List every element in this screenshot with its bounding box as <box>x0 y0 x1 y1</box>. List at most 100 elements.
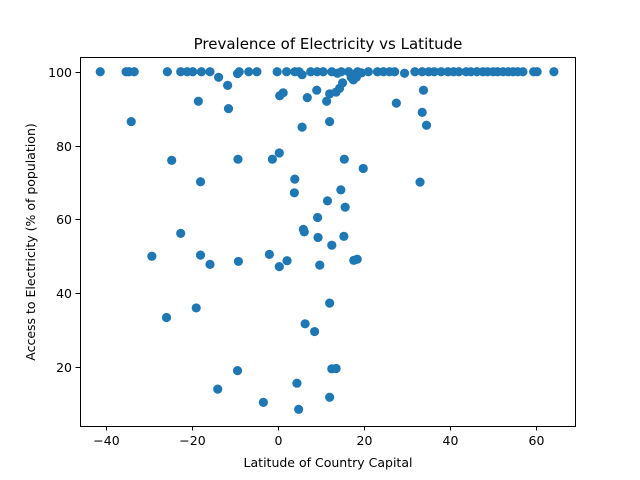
data-point <box>306 67 316 77</box>
data-point <box>289 188 299 198</box>
data-point <box>518 67 528 77</box>
data-point <box>233 154 243 164</box>
data-point <box>176 67 186 77</box>
data-point <box>233 256 243 267</box>
x-tick-label: 0 <box>275 433 283 448</box>
data-point <box>167 155 177 165</box>
data-point <box>193 96 203 106</box>
data-point <box>147 251 157 261</box>
data-point <box>95 67 105 77</box>
data-point <box>223 104 234 114</box>
data-point <box>205 259 215 269</box>
data-point <box>278 88 288 98</box>
data-point <box>339 154 349 164</box>
data-point <box>294 404 304 414</box>
data-point <box>205 67 215 77</box>
data-point <box>391 98 401 108</box>
data-point <box>336 185 346 195</box>
y-axis: 20 40 60 80 100 <box>48 65 80 375</box>
data-point <box>390 67 400 77</box>
data-point <box>195 177 206 187</box>
data-point <box>363 67 373 77</box>
data-point <box>244 67 254 77</box>
data-point <box>312 85 322 95</box>
data-point <box>290 174 300 184</box>
data-point <box>325 116 335 127</box>
data-point <box>126 116 136 127</box>
data-point <box>340 202 350 212</box>
x-tick-label: 40 <box>443 433 459 448</box>
x-tick-label: 20 <box>357 433 373 448</box>
x-tick-label: −40 <box>93 433 119 448</box>
data-point <box>417 107 427 117</box>
x-axis: −40 −20 0 20 40 60 <box>93 426 544 448</box>
data-point <box>223 80 233 91</box>
y-axis-label: Access to Electricity (% of population) <box>23 123 38 361</box>
data-point <box>313 212 323 223</box>
data-point <box>429 67 439 77</box>
data-point <box>325 392 335 402</box>
data-point <box>337 78 348 88</box>
data-point <box>436 67 446 77</box>
chart-title: Prevalence of Electricity vs Latitude <box>194 35 463 53</box>
data-point <box>191 303 201 313</box>
data-point <box>274 261 284 272</box>
data-point <box>358 163 368 174</box>
x-tick-label: −20 <box>179 433 205 448</box>
x-tick-label: 60 <box>529 433 545 448</box>
data-point <box>161 312 172 323</box>
data-point <box>309 326 320 337</box>
data-point <box>352 254 362 264</box>
plot-frame <box>80 57 576 427</box>
data-point <box>549 67 559 77</box>
data-point <box>299 227 309 237</box>
data-point <box>162 67 172 77</box>
data-point <box>417 67 427 77</box>
data-point <box>399 68 410 78</box>
data-point <box>292 378 302 388</box>
data-point <box>297 122 307 132</box>
data-point <box>188 67 198 77</box>
data-point <box>336 67 346 77</box>
data-point <box>234 67 244 77</box>
data-point <box>196 67 206 77</box>
data-point <box>313 232 323 243</box>
data-point <box>322 96 332 106</box>
data-point <box>297 70 307 80</box>
data-point <box>318 67 328 77</box>
data-point <box>195 250 206 260</box>
data-point <box>176 228 186 238</box>
data-point <box>421 120 432 130</box>
data-point <box>258 397 268 407</box>
data-point <box>331 363 341 374</box>
data-point <box>214 72 224 82</box>
x-axis-label: Latitude of Country Capital <box>244 455 413 470</box>
data-point <box>327 240 337 250</box>
data-point <box>129 67 139 77</box>
data-point <box>267 154 277 164</box>
data-point <box>454 67 464 77</box>
y-tick-label: 20 <box>56 360 72 375</box>
data-point <box>325 298 335 308</box>
data-point <box>322 196 333 206</box>
y-tick-label: 100 <box>48 65 72 80</box>
data-point <box>274 148 284 158</box>
y-tick-label: 80 <box>56 139 72 154</box>
data-point <box>232 366 243 376</box>
y-tick-label: 60 <box>56 212 72 227</box>
data-point <box>272 67 282 77</box>
data-point <box>282 256 292 266</box>
data-point <box>351 72 361 82</box>
data-point <box>282 67 292 77</box>
points-layer <box>95 67 559 414</box>
data-point <box>415 177 425 187</box>
data-point <box>213 384 223 394</box>
data-point <box>532 67 542 77</box>
data-point <box>339 231 349 241</box>
data-point <box>300 319 310 329</box>
data-point <box>302 92 312 103</box>
data-point <box>410 67 420 77</box>
y-tick-label: 40 <box>56 286 72 301</box>
data-point <box>252 67 262 77</box>
